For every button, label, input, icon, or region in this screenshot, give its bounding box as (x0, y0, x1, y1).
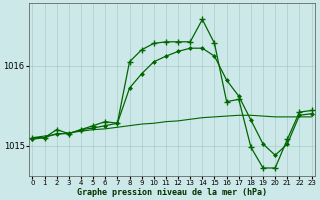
X-axis label: Graphe pression niveau de la mer (hPa): Graphe pression niveau de la mer (hPa) (77, 188, 267, 197)
